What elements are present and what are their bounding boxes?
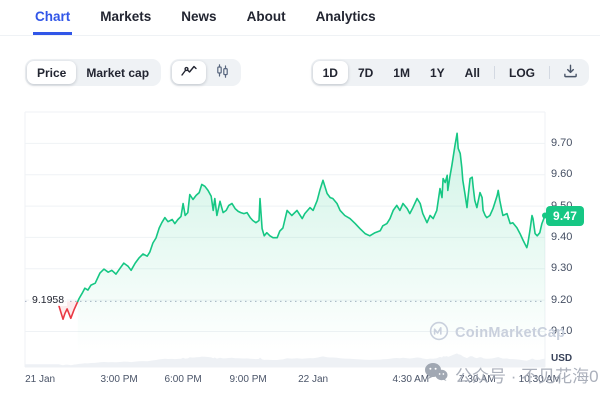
open-price-label: 9.1958 — [29, 294, 68, 307]
x-axis-tick: 21 Jan — [25, 374, 56, 385]
y-axis-tick: 9.40 — [551, 230, 573, 243]
x-axis-tick: 7:30 AM — [459, 374, 496, 385]
range-1y-button[interactable]: 1Y — [420, 61, 455, 84]
coinmarketcap-watermark-text: CoinMarketCap — [455, 325, 566, 341]
tab-chart[interactable]: Chart — [33, 0, 73, 35]
chart-controls-right: 1D 7D 1M 1Y All LOG — [310, 59, 589, 86]
download-icon — [563, 64, 578, 81]
range-all-button[interactable]: All — [455, 61, 490, 84]
chart-type-toggle — [170, 59, 242, 86]
divider — [549, 66, 550, 79]
candlestick-icon-button[interactable] — [206, 61, 239, 84]
x-axis-tick: 10:30 AM — [518, 374, 561, 385]
range-7d-button[interactable]: 7D — [348, 61, 383, 84]
metric-toggle: Price Market cap — [25, 59, 162, 86]
tab-about[interactable]: About — [246, 8, 286, 24]
wechat-watermark-text: 公众号 · 不见花海0 — [455, 367, 599, 386]
y-axis-tick: 9.60 — [551, 168, 573, 181]
x-axis-tick: 22 Jan — [298, 374, 329, 385]
coinmarketcap-watermark: CoinMarketCap — [429, 321, 565, 345]
tab-news[interactable]: News — [181, 8, 217, 24]
y-axis-tick: 9.30 — [551, 262, 573, 275]
wechat-icon — [424, 362, 448, 387]
tab-bar: Chart Markets News About Analytics — [0, 0, 600, 36]
download-chart-button[interactable] — [554, 61, 587, 84]
x-axis-tick: 3:00 PM — [100, 374, 138, 385]
line-chart-icon — [181, 65, 197, 80]
y-axis-tick: 9.70 — [551, 136, 573, 149]
wechat-watermark: 公众号 · 不见花海0 — [424, 362, 599, 387]
market-cap-toggle-button[interactable]: Market cap — [76, 61, 159, 84]
candlestick-icon — [215, 64, 230, 81]
range-1d-button[interactable]: 1D — [312, 61, 348, 84]
line-chart-icon-button[interactable] — [172, 61, 207, 84]
range-selector: 1D 7D 1M 1Y All LOG — [310, 59, 589, 86]
y-axis-tick: 9.10 — [551, 325, 573, 337]
divider — [494, 66, 495, 79]
range-1m-button[interactable]: 1M — [383, 61, 420, 84]
y-axis-unit: USD — [551, 353, 573, 364]
y-axis-tick: 9.20 — [551, 293, 573, 306]
tab-analytics[interactable]: Analytics — [315, 8, 376, 24]
x-axis-tick: 9:00 PM — [229, 374, 267, 385]
x-axis-tick: 6:00 PM — [164, 374, 202, 385]
tab-markets[interactable]: Markets — [100, 8, 152, 24]
log-scale-button[interactable]: LOG — [499, 61, 545, 84]
chart-controls-left: Price Market cap — [25, 59, 242, 86]
coinmarketcap-logo-icon — [429, 321, 449, 345]
current-price-badge: 9.47 — [546, 205, 585, 226]
price-toggle-button[interactable]: Price — [27, 61, 77, 84]
x-axis-tick: 4:30 AM — [392, 374, 430, 385]
